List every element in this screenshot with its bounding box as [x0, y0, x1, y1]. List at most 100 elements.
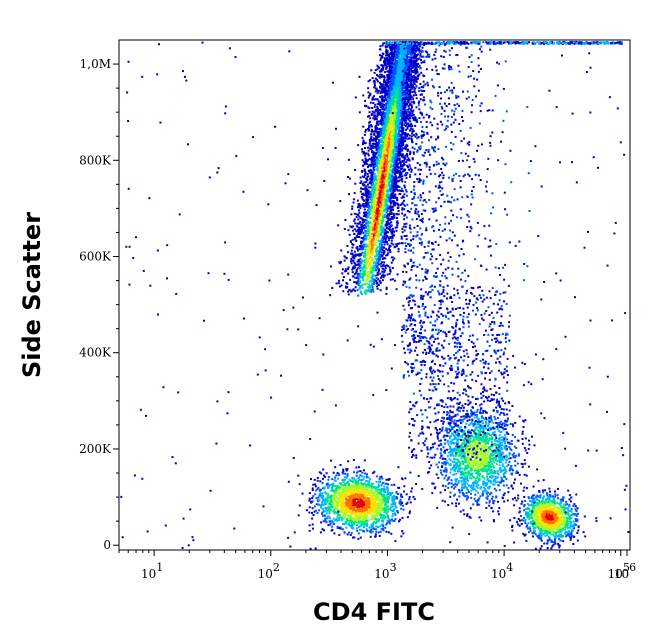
data-point: [357, 144, 360, 147]
data-point: [382, 135, 385, 138]
data-point: [397, 210, 400, 213]
data-point: [374, 214, 377, 217]
data-point: [373, 83, 376, 86]
data-point: [351, 243, 354, 245]
data-point: [373, 220, 376, 223]
data-point: [373, 164, 376, 167]
data-point: [388, 89, 391, 92]
data-point: [398, 119, 401, 122]
data-point: [380, 183, 383, 186]
data-point: [375, 189, 378, 192]
data-point: [360, 259, 363, 262]
data-point: [387, 126, 390, 129]
data-point: [404, 100, 406, 103]
data-point: [370, 144, 373, 147]
data-point: [362, 140, 365, 143]
data-point: [381, 143, 384, 146]
data-point: [384, 86, 387, 89]
data-point: [390, 140, 393, 143]
data-point: [381, 124, 384, 127]
data-point: [341, 268, 344, 271]
data-point: [376, 287, 379, 290]
data-point: [389, 251, 392, 254]
data-point: [381, 254, 384, 257]
data-point: [373, 179, 376, 182]
data-point: [383, 214, 386, 217]
data-point: [372, 290, 375, 293]
data-point: [360, 262, 363, 265]
data-point: [400, 164, 402, 167]
data-point: [370, 161, 373, 163]
data-point: [351, 271, 354, 274]
data-point: [364, 243, 367, 246]
data-point: [350, 258, 353, 260]
data-point: [415, 59, 417, 62]
data-point: [373, 86, 376, 89]
data-point: [367, 258, 369, 261]
data-point: [414, 66, 417, 69]
data-point: [395, 49, 398, 52]
data-point: [369, 133, 372, 136]
data-point: [362, 199, 365, 202]
data-point: [396, 76, 399, 79]
data-point: [366, 159, 369, 162]
data-point: [343, 228, 346, 230]
data-point: [403, 110, 406, 113]
data-point: [368, 115, 371, 117]
data-point: [381, 44, 384, 47]
data-point: [364, 270, 367, 273]
data-point: [396, 140, 399, 142]
data-point: [387, 217, 390, 220]
data-point: [396, 189, 399, 192]
data-point: [368, 258, 371, 261]
data-point: [379, 246, 381, 249]
data-point: [377, 65, 380, 68]
data-point: [377, 225, 380, 228]
data-point: [377, 131, 380, 133]
data-point: [396, 109, 399, 112]
data-point: [379, 276, 382, 279]
data-point: [398, 242, 401, 245]
data-point: [412, 57, 415, 60]
data-point: [370, 280, 373, 283]
data-point: [370, 204, 373, 207]
data-point: [370, 124, 373, 127]
data-point: [411, 56, 414, 59]
data-point: [365, 274, 368, 277]
data-point: [396, 93, 399, 96]
data-point: [367, 216, 370, 219]
data-point: [342, 290, 345, 293]
data-point: [385, 254, 388, 257]
data-point: [379, 54, 381, 57]
data-point: [378, 109, 381, 112]
data-point: [405, 222, 408, 225]
data-point: [371, 250, 374, 252]
data-point: [397, 60, 400, 63]
data-point: [392, 59, 395, 62]
data-point: [372, 145, 374, 148]
data-point: [368, 111, 371, 114]
data-point: [366, 248, 369, 251]
data-point: [365, 213, 368, 216]
data-point: [387, 265, 390, 267]
data-point: [368, 142, 371, 145]
data-point: [377, 198, 380, 201]
data-point: [395, 142, 398, 145]
data-point: [412, 235, 415, 238]
data-point: [381, 213, 384, 216]
data-point: [368, 121, 371, 124]
data-point: [354, 228, 356, 231]
data-point: [374, 223, 377, 226]
data-point: [382, 154, 385, 157]
data-point: [383, 180, 386, 183]
data-point: [385, 224, 388, 227]
data-point: [371, 151, 374, 154]
data-point: [410, 47, 413, 50]
data-point: [375, 87, 378, 90]
data-point: [388, 129, 391, 132]
data-point: [354, 96, 357, 99]
data-point: [403, 186, 406, 189]
data-point: [394, 98, 397, 101]
data-point: [356, 276, 358, 279]
data-point: [363, 227, 366, 230]
